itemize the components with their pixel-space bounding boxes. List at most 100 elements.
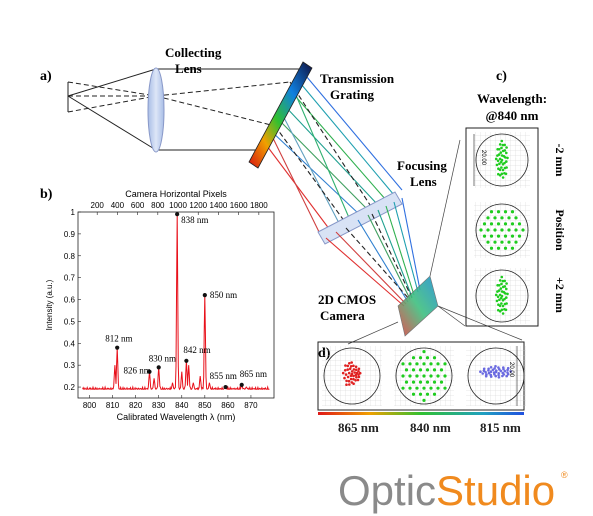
d-840-spot [408,386,412,390]
c-middle-spot [493,228,497,232]
d-865-spot [347,371,351,375]
c-middle-spot [489,234,494,238]
c-row-label-middle: Position [553,209,567,251]
d-865-spot [354,368,358,372]
d-865-spot [355,376,358,379]
peak-marker [239,382,244,387]
d-815-spot [497,373,500,377]
c-middle-spot [510,210,515,214]
d-865-spot [356,378,360,382]
c-bottom-spot [504,308,508,312]
panel-d: d) 20.00 865 nm 840 nm 815 nm [317,341,526,435]
d-wavelength-815: 815 nm [480,420,521,435]
c-top-spot [499,151,503,154]
d-840-spot [443,374,447,378]
d-spot-diagrams: 20.00 [322,346,526,406]
c-top-spot [500,172,504,176]
d-840-spot [418,380,423,384]
top-tick-label: 1400 [210,201,228,210]
d-840-spot [411,392,416,396]
d-865-spot [357,375,361,379]
d-840-spot [411,380,416,384]
c-bottom-spot [495,299,499,303]
c-middle-spot [496,222,501,226]
logo-optic: Optic [338,467,436,514]
d-815-spot [506,366,510,370]
c-middle-spot [503,222,508,226]
d-840-spot [425,380,430,384]
panel-label-b: b) [40,187,53,202]
d-865-spot [343,376,346,380]
d-840-spot [425,356,430,360]
peak-marker [115,345,120,350]
panel-label-c: c) [496,69,507,84]
d-815-spot [502,366,505,369]
d-wavelength-865: 865 nm [338,420,379,435]
top-tick-label: 400 [111,201,125,210]
c-middle-spot [489,210,494,214]
d-815-spot [489,370,493,374]
d-840-spot [429,386,433,390]
d-840-spot [404,368,409,372]
d-865-spot [354,365,358,369]
d-840-spot [425,392,430,396]
d-840-spot [415,374,419,378]
converging-beams [325,197,421,307]
peak-marker [202,293,207,298]
panel-c: c) Wavelength: @840 nm 20.00 -2 mm Posit… [465,69,567,327]
d-865-spot [346,375,350,379]
c-middle-spot [489,222,494,226]
dispersed-beams [263,69,403,239]
top-tick-label: 1600 [230,201,248,210]
d-815-spot [497,376,501,379]
ray-bottom-in [67,95,157,151]
c-bottom-spot [505,282,508,285]
c-middle-spot [514,216,518,220]
peak-label: 842 nm [183,345,210,355]
peak-label: 812 nm [105,334,132,344]
d-865-spot [345,383,348,387]
d-865-spot [358,371,362,375]
c-middle-spot [507,240,511,244]
d-865-spot [345,379,348,383]
x-tick-label: 830 [152,401,166,410]
peak-label: 855 nm [210,371,237,381]
callout-c-top [429,139,461,277]
d-scale-label: 20.00 [508,362,514,378]
c-bottom-spot [503,285,507,288]
c-middle-spot [496,246,501,250]
c-middle-spot [496,210,501,214]
panel-label-a: a) [40,69,52,84]
d-840-spot [401,386,405,390]
y-tick-label: 0.4 [64,339,76,348]
d-840-spot [411,356,416,360]
label-focusing-lens: Lens [410,174,437,189]
d-815-airy-circle [467,347,525,405]
label-collecting: Collecting [165,45,222,60]
c-bottom-spot [505,302,508,305]
c-middle-spot [500,216,504,220]
collecting-lens [147,67,165,153]
c-bottom-spot [496,290,499,293]
d-865-spot [354,379,357,382]
d-840-spot [415,362,419,366]
peak-marker [184,358,189,363]
c-bottom-spot [496,284,499,287]
d-865-spot [352,377,355,381]
d-840-spot [401,362,405,366]
d-815-spot [481,372,485,375]
spectrum-chart: b) 800 810 820 830 840 850 860 870 0.2 0.3 0.4 0.5 0… [40,187,275,422]
c-top-spot [497,172,500,176]
d-840-spot [422,362,426,366]
x-tick-label: 840 [175,401,189,410]
c-top-spot [500,139,504,143]
c-row-label-bottom: +2 mm [553,277,567,313]
x-tick-label: 800 [83,401,97,410]
c-top-spot [498,162,501,165]
d-815-spot [494,365,497,368]
y-tick-label: 0.6 [64,296,76,305]
d-865-spot [341,371,345,375]
c-middle-spot [493,240,497,244]
d-865-spot [350,361,354,364]
chart-area: 800 810 820 830 840 850 860 870 0.2 0.3 0.4 0.5 0.6 0… [45,189,275,422]
